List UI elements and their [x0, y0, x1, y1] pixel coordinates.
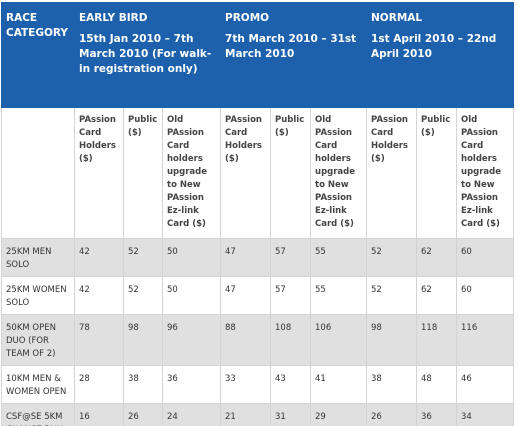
- price-cell: 108: [270, 314, 312, 366]
- price-cell: 57: [270, 276, 312, 315]
- price-cell: 46: [456, 365, 515, 404]
- price-cell: 57: [270, 238, 312, 277]
- group-name: PROMO: [225, 12, 270, 24]
- price-cell: 50: [161, 238, 222, 277]
- table-head: RACE CATEGORY EARLY BIRD 15th Jan 2010 – …: [1, 2, 515, 239]
- price-cell: 48: [416, 365, 458, 404]
- price-cell: 41: [310, 365, 368, 404]
- subheader: Old PAssion Card holders upgrade to New …: [161, 107, 222, 239]
- price-cell: 52: [366, 276, 418, 315]
- race-category: 25KM MEN SOLO: [1, 238, 75, 277]
- data-row: 50KM OPEN DUO (FOR TEAM OF 2) 78 98 96 88 108…: [1, 314, 515, 366]
- price-cell: 36: [416, 403, 458, 426]
- price-cell: 42: [74, 276, 124, 315]
- race-category: 50KM OPEN DUO (FOR TEAM OF 2): [1, 314, 75, 366]
- price-cell: 60: [456, 238, 515, 277]
- price-cell: 50: [161, 276, 222, 315]
- price-cell: 42: [74, 238, 124, 277]
- price-cell: 33: [220, 365, 272, 404]
- price-cell: 29: [310, 403, 368, 426]
- data-row: 10KM MEN & WOMEN OPEN 28 38 36 33 43 41 38 48 46: [1, 365, 515, 404]
- price-cell: 96: [161, 314, 222, 366]
- price-cell: 24: [161, 403, 222, 426]
- race-category-label: RACE CATEGORY: [6, 12, 69, 39]
- table-body: 25KM MEN SOLO 42 52 50 47 57 55 52 62 60 25KM WOME…: [1, 238, 515, 426]
- group-header: EARLY BIRD 15th Jan 2010 – 7th March 2010…: [73, 2, 222, 108]
- price-cell: 16: [74, 403, 124, 426]
- price-cell: 36: [161, 365, 222, 404]
- subheader: PAssion Card Holders ($): [220, 107, 272, 239]
- subheader: Old PAssion Card holders upgrade to New …: [310, 107, 368, 239]
- price-cell: 55: [310, 238, 368, 277]
- price-cell: 78: [74, 314, 124, 366]
- price-cell: 60: [456, 276, 515, 315]
- price-cell: 98: [123, 314, 163, 366]
- group-header: PROMO 7th March 2010 – 31st March 2010: [220, 2, 368, 108]
- price-cell: 106: [310, 314, 368, 366]
- data-row: CSF@SE 5KM CHANCE RUN162624213129263634: [1, 403, 515, 426]
- subheader: PAssion Card Holders ($): [74, 107, 124, 239]
- price-cell: 31: [270, 403, 312, 426]
- price-cell: 118: [416, 314, 458, 366]
- price-cell: 88: [220, 314, 272, 366]
- data-row: 25KM WOMEN SOLO 42 52 50 47 57 55 52 62 60: [1, 276, 515, 315]
- group-name: NORMAL: [371, 12, 423, 24]
- race-category: 25KM WOMEN SOLO: [1, 276, 75, 315]
- subheader: Public ($): [416, 107, 458, 239]
- header-row: RACE CATEGORY EARLY BIRD 15th Jan 2010 – …: [1, 2, 515, 108]
- group-dates: 15th Jan 2010 – 7th March 2010 (For walk…: [79, 33, 212, 75]
- price-cell: 26: [366, 403, 418, 426]
- price-cell: 52: [123, 238, 163, 277]
- subheader: Public ($): [270, 107, 312, 239]
- price-cell: 38: [123, 365, 163, 404]
- price-cell: 62: [416, 276, 458, 315]
- price-cell: 47: [220, 276, 272, 315]
- race-category: CSF@SE 5KM CHANCE RUN: [1, 403, 75, 426]
- price-cell: 52: [366, 238, 418, 277]
- price-cell: 52: [123, 276, 163, 315]
- group-dates: 7th March 2010 – 31st March 2010: [225, 33, 357, 60]
- empty-cell: [1, 107, 75, 239]
- subheader: Public ($): [123, 107, 163, 239]
- data-row: 25KM MEN SOLO 42 52 50 47 57 55 52 62 60: [1, 238, 515, 277]
- price-cell: 43: [270, 365, 312, 404]
- price-cell: 38: [366, 365, 418, 404]
- group-dates: 1st April 2010 – 22nd April 2010: [371, 33, 497, 60]
- price-cell: 98: [366, 314, 418, 366]
- subheader: Old PAssion Card holders upgrade to New …: [456, 107, 515, 239]
- group-header: NORMAL 1st April 2010 – 22nd April 2010: [366, 2, 515, 108]
- group-name: EARLY BIRD: [79, 12, 148, 24]
- price-cell: 21: [220, 403, 272, 426]
- race-category: 10KM MEN & WOMEN OPEN: [1, 365, 75, 404]
- price-cell: 116: [456, 314, 515, 366]
- price-cell: 55: [310, 276, 368, 315]
- price-cell: 26: [123, 403, 163, 426]
- price-cell: 28: [74, 365, 124, 404]
- price-cell: 34: [456, 403, 515, 426]
- subheader-row: PAssion Card Holders ($) Public ($) Old PA…: [1, 107, 515, 239]
- price-cell: 62: [416, 238, 458, 277]
- race-category-header: RACE CATEGORY: [1, 2, 75, 108]
- price-cell: 47: [220, 238, 272, 277]
- subheader: PAssion Card Holders ($): [366, 107, 418, 239]
